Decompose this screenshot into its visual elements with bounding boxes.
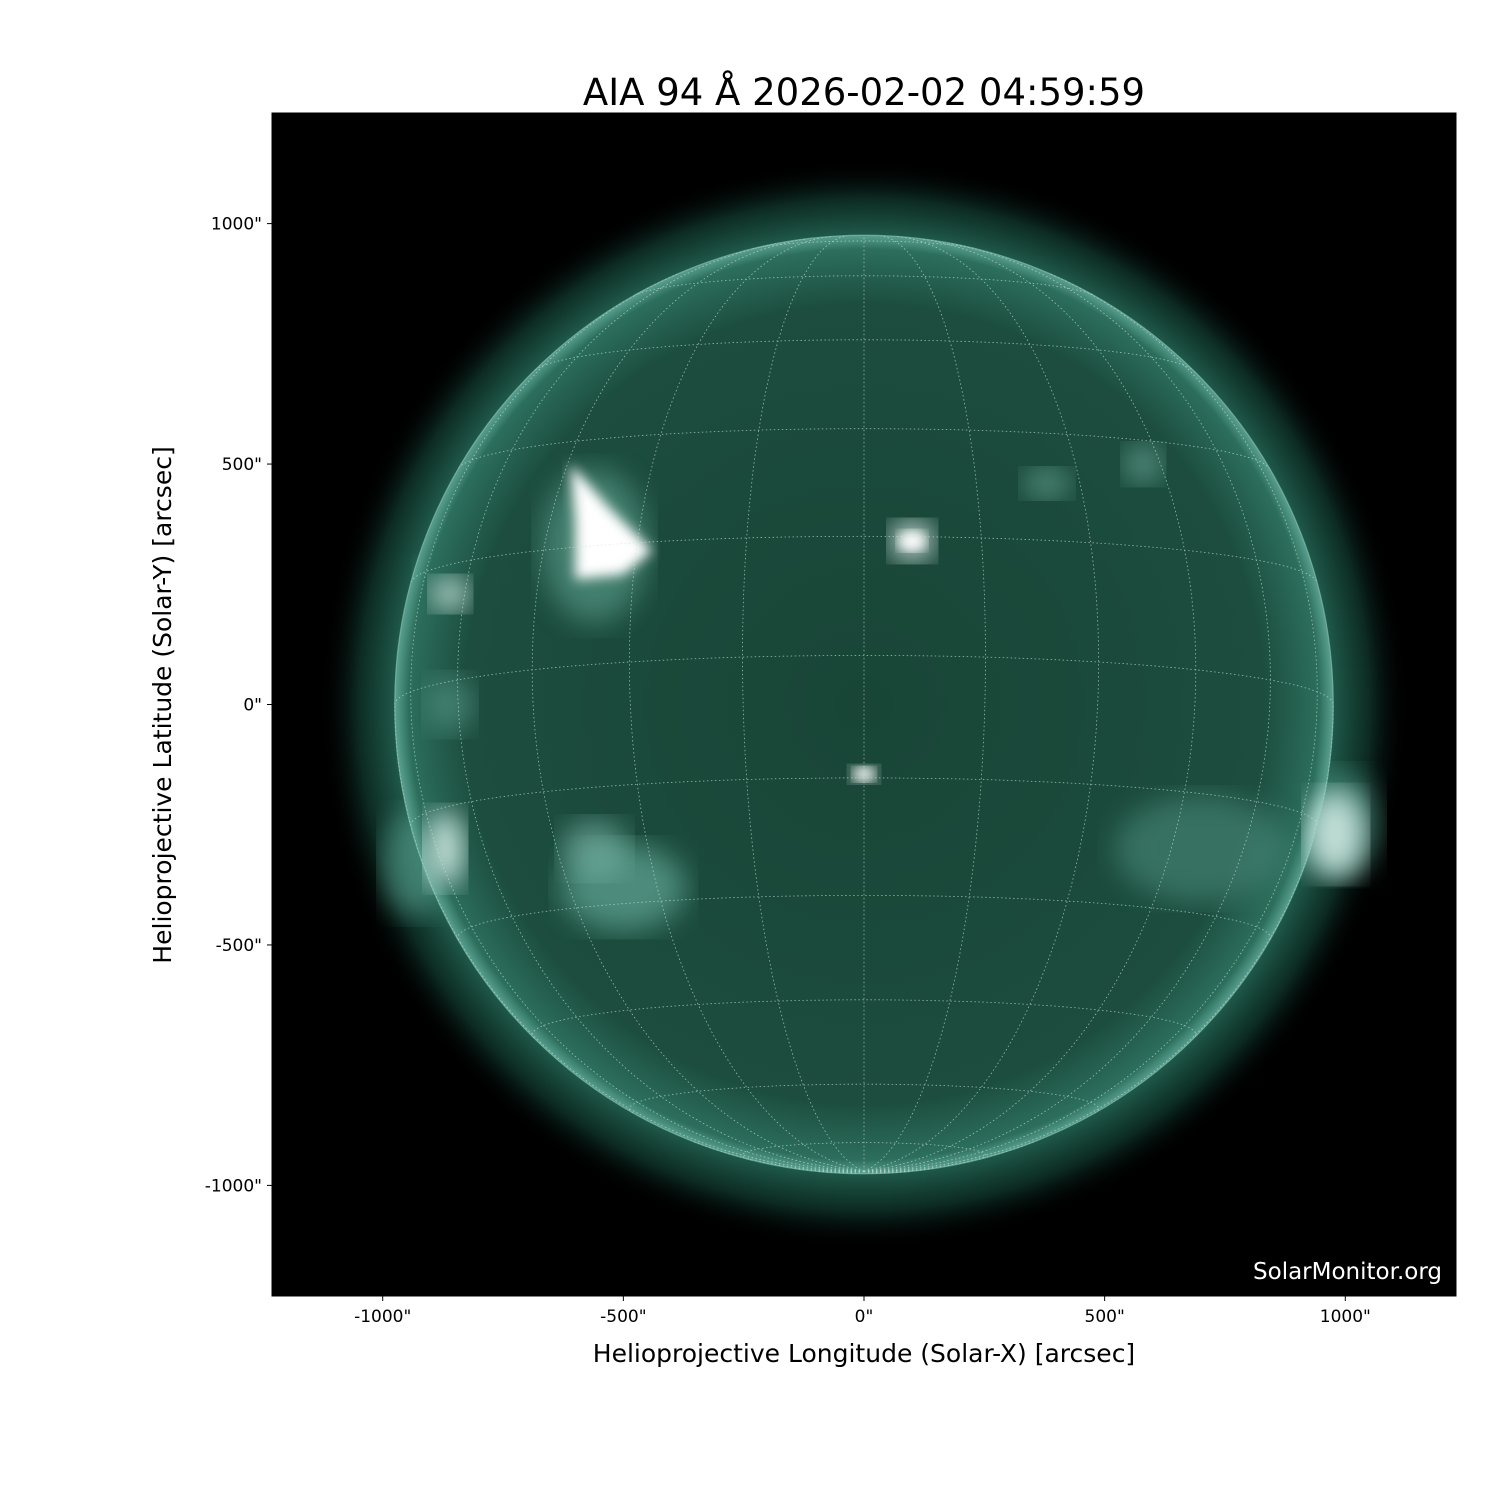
y-tick-label: 500" [222, 455, 262, 475]
grid-line [531, 238, 865, 1172]
solar-disk [394, 235, 1334, 1174]
active-region [430, 577, 470, 611]
grid-line [742, 1142, 986, 1161]
active-region [1114, 795, 1288, 902]
active-region [1123, 444, 1163, 484]
grid-line [457, 895, 1271, 940]
chart-title: AIA 94 Å 2026-02-02 04:59:59 [583, 70, 1145, 114]
grid-line [535, 339, 1193, 371]
grid-line [458, 428, 1270, 469]
solar-limb [394, 234, 1334, 1175]
grid-line [634, 275, 1094, 296]
x-axis-ticks: -1000" -500" 0" 500" 1000" [354, 1296, 1371, 1327]
x-tick-label: -500" [600, 1307, 646, 1327]
solar-image [319, 160, 1409, 1249]
x-tick-label: 0" [855, 1307, 874, 1327]
x-tick-label: -1000" [354, 1307, 411, 1327]
y-tick-label: 0" [243, 696, 262, 716]
y-axis-ticks: 1000" 500" 0" -500" -1000" [205, 215, 272, 1196]
image-area [272, 113, 1456, 1296]
y-axis-label: Helioprojective Latitude (Solar-Y) [arcs… [148, 446, 177, 963]
active-region [560, 819, 629, 878]
y-tick-label: -1000" [205, 1176, 262, 1196]
solar-flare [570, 464, 653, 580]
active-region [1022, 468, 1071, 498]
grid-line [863, 242, 1271, 1172]
y-tick-label: -500" [216, 936, 262, 956]
active-region [426, 675, 475, 734]
bright-point [898, 530, 927, 551]
grid-line [628, 1083, 1100, 1114]
grid-line [863, 238, 1197, 1172]
active-region [1306, 791, 1365, 878]
grid-line [394, 654, 1334, 705]
x-tick-label: 500" [1085, 1307, 1125, 1327]
x-axis-label: Helioprojective Longitude (Solar-X) [arc… [593, 1339, 1135, 1368]
y-tick-label: 1000" [211, 215, 262, 235]
active-region [426, 810, 465, 888]
grid-line [531, 999, 1197, 1039]
x-tick-label: 1000" [1320, 1307, 1371, 1327]
grid-line [863, 235, 986, 1172]
grid-line [410, 777, 1318, 826]
grid-line [457, 242, 865, 1172]
watermark: SolarMonitor.org [1253, 1259, 1442, 1285]
grid-line [742, 235, 865, 1172]
